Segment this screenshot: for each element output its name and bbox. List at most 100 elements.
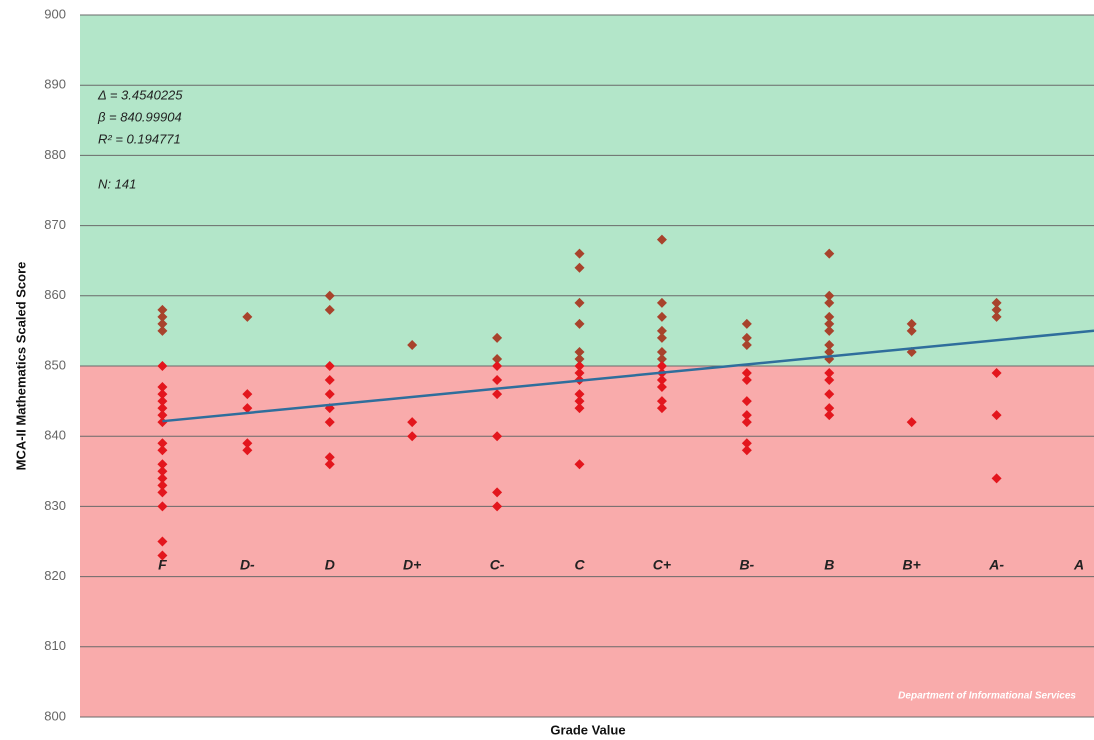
point — [656, 311, 667, 322]
category-label: C — [574, 557, 585, 573]
point — [407, 339, 418, 350]
point — [324, 361, 335, 371]
point — [824, 368, 835, 379]
category-label: B — [824, 557, 834, 573]
point — [741, 318, 752, 329]
y-tick-label: 820 — [44, 568, 66, 583]
point — [656, 346, 667, 357]
point — [157, 501, 168, 512]
point — [824, 311, 835, 322]
point — [157, 389, 168, 400]
point — [574, 389, 585, 400]
point — [492, 375, 503, 386]
point — [656, 353, 667, 364]
point — [157, 417, 168, 428]
point — [741, 438, 752, 449]
point — [824, 339, 835, 350]
point — [574, 248, 585, 259]
point — [574, 346, 585, 357]
point — [157, 304, 168, 315]
point — [824, 325, 835, 336]
point — [574, 262, 585, 273]
point — [824, 375, 835, 386]
category-label: B+ — [903, 557, 921, 573]
point — [324, 452, 335, 463]
point — [242, 311, 253, 322]
point — [574, 318, 585, 329]
watermark: Department of Informational Services — [898, 691, 1076, 702]
point — [407, 417, 418, 428]
band-above — [80, 15, 1094, 366]
point — [242, 438, 253, 449]
y-tick-label: 830 — [44, 498, 66, 513]
point — [492, 431, 503, 442]
y-tick-label: 870 — [44, 217, 66, 232]
category-label: D- — [240, 557, 255, 573]
point — [991, 304, 1002, 315]
point — [492, 501, 503, 512]
point — [906, 318, 917, 329]
trendline — [162, 329, 1094, 423]
point — [574, 403, 585, 414]
y-tick-label: 890 — [44, 77, 66, 92]
point — [824, 318, 835, 329]
y-tick-label: 840 — [44, 428, 66, 443]
point — [324, 459, 335, 470]
category-label: C- — [490, 557, 505, 573]
point — [242, 389, 253, 400]
point — [656, 234, 667, 245]
point — [242, 445, 253, 456]
point — [324, 417, 335, 428]
point — [741, 396, 752, 407]
point — [157, 536, 168, 547]
point — [157, 396, 168, 407]
point — [824, 248, 835, 259]
point — [741, 339, 752, 350]
point — [741, 410, 752, 421]
point — [741, 445, 752, 456]
point — [157, 311, 168, 322]
point — [741, 375, 752, 386]
y-tick-label: 800 — [44, 708, 66, 723]
x-axis-title: Grade Value — [550, 722, 625, 737]
point — [656, 325, 667, 336]
point — [824, 346, 835, 357]
point — [407, 431, 418, 442]
point — [492, 353, 503, 364]
y-tick-label: 860 — [44, 287, 66, 302]
point — [492, 487, 503, 498]
point — [656, 332, 667, 343]
y-tick-label: 880 — [44, 147, 66, 162]
category-label: C+ — [653, 557, 671, 573]
annotation: R² = 0.194771 — [98, 131, 181, 146]
annotation: β = 840.99904 — [97, 109, 182, 124]
point — [242, 403, 253, 414]
point — [157, 403, 168, 414]
annotation: Δ = 3.4540225 — [97, 87, 183, 102]
point — [492, 361, 503, 371]
point — [656, 297, 667, 308]
point — [656, 382, 667, 393]
point — [157, 438, 168, 449]
point — [656, 375, 667, 386]
point — [991, 368, 1002, 379]
category-label: F — [158, 557, 167, 573]
y-tick-label: 850 — [44, 357, 66, 372]
point — [157, 487, 168, 498]
point — [906, 325, 917, 336]
point — [656, 396, 667, 407]
point — [906, 417, 917, 428]
point — [824, 297, 835, 308]
point — [157, 480, 168, 491]
point — [157, 550, 168, 561]
point — [324, 375, 335, 386]
point — [492, 389, 503, 400]
y-tick-label: 900 — [44, 6, 66, 21]
point — [574, 297, 585, 308]
point — [492, 332, 503, 343]
point — [656, 403, 667, 414]
point — [741, 368, 752, 379]
annotation: N: 141 — [98, 176, 136, 191]
category-label: D — [325, 557, 335, 573]
